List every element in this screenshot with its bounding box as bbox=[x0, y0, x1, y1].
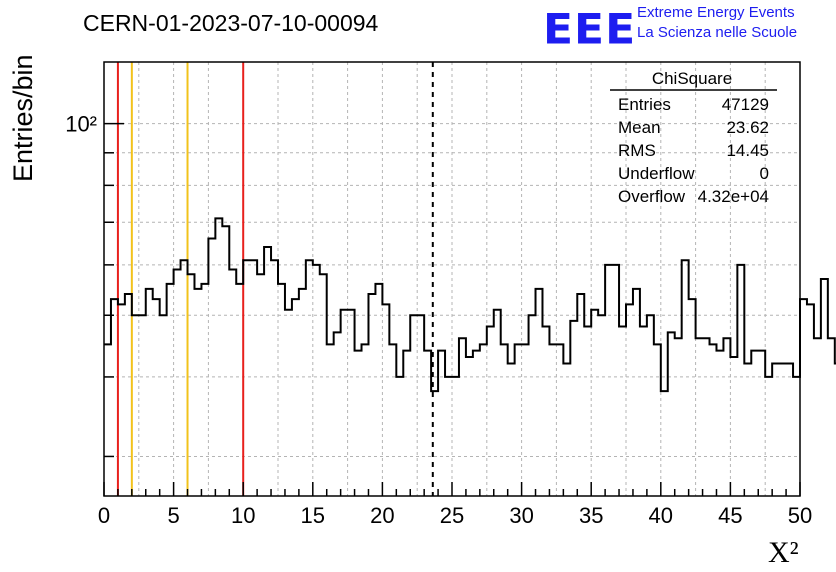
x-tick-label: 15 bbox=[301, 503, 325, 528]
x-tick-label: 35 bbox=[579, 503, 603, 528]
stats-rows: Entries 47129 Mean 23.62 RMS 14.45 Underflow 0 O… bbox=[618, 95, 769, 206]
y-tick-label: 10² bbox=[65, 112, 97, 137]
stats-row-label: Entries bbox=[618, 95, 671, 114]
stats-row-label: Mean bbox=[618, 118, 661, 137]
stats-row-value: 4.32e+04 bbox=[698, 187, 769, 206]
histogram-step-line bbox=[104, 217, 836, 393]
x-tick-label: 45 bbox=[718, 503, 742, 528]
stats-row-value: 14.45 bbox=[726, 141, 769, 160]
x-axis-label: X² bbox=[768, 536, 799, 569]
stats-row-label: Overflow bbox=[618, 187, 686, 206]
x-axis-ticks: 0 5 10 15 20 25 30 35 40 45 50 bbox=[98, 482, 812, 528]
logo-caption-line2: La Scienza nelle Scuole bbox=[637, 24, 798, 41]
y-axis-ticks: 10² bbox=[65, 112, 124, 458]
x-tick-label: 20 bbox=[370, 503, 394, 528]
stats-title: ChiSquare bbox=[652, 69, 732, 88]
x-tick-label: 0 bbox=[98, 503, 110, 528]
chart-title: CERN-01-2023-07-10-00094 bbox=[83, 10, 379, 36]
eee-logo: EEE bbox=[543, 5, 637, 54]
logo-caption-line1: Extreme Energy Events bbox=[637, 4, 795, 21]
x-tick-label: 50 bbox=[788, 503, 812, 528]
x-tick-label: 5 bbox=[167, 503, 179, 528]
x-tick-label: 10 bbox=[231, 503, 255, 528]
x-tick-label: 25 bbox=[440, 503, 464, 528]
stats-row-label: RMS bbox=[618, 141, 656, 160]
stats-row-label: Underflow bbox=[618, 164, 695, 183]
stats-row-value: 47129 bbox=[722, 95, 769, 114]
vertical-markers bbox=[116, 62, 434, 496]
x-tick-label: 30 bbox=[509, 503, 533, 528]
stats-row-value: 23.62 bbox=[726, 118, 769, 137]
stats-row-value: 0 bbox=[760, 164, 769, 183]
stats-box: ChiSquare Entries 47129 Mean 23.62 RMS 14.45 U… bbox=[610, 69, 777, 206]
x-tick-label: 40 bbox=[649, 503, 673, 528]
